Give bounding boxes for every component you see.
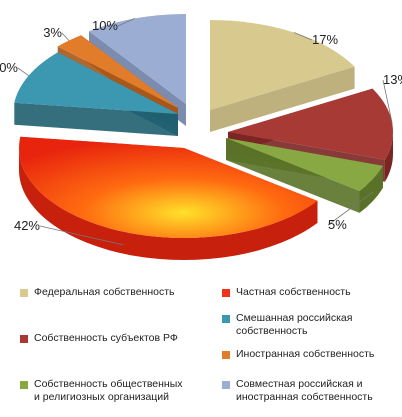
chart-legend: Федеральная собственность Собственность … — [0, 276, 402, 417]
pie-slice — [210, 20, 355, 132]
data-label: 13% — [383, 72, 402, 87]
pie-slice-face — [210, 66, 355, 132]
leader-line — [293, 32, 313, 41]
pie-slice-side — [19, 148, 318, 260]
legend-label: Совместная российская и иностранная собс… — [236, 378, 373, 403]
pie-slice-top — [14, 52, 179, 114]
pie-slice — [226, 138, 383, 213]
leader-line — [117, 18, 136, 27]
legend-swatch — [20, 289, 28, 297]
legend-item-mixed: Смешанная российская собственность — [222, 312, 352, 338]
legend-label: Федеральная собственность — [34, 286, 175, 298]
legend-label: Собственность общественных и религиозных… — [34, 378, 183, 403]
pie-slice-top — [226, 138, 383, 191]
legend-swatch — [222, 351, 230, 359]
leader-line — [39, 225, 124, 246]
pie-slice-top — [89, 14, 186, 104]
pie-slice-face — [226, 138, 360, 213]
legend-swatch — [222, 315, 230, 323]
pie-slice-side — [384, 132, 393, 182]
legend-item-federal: Федеральная собственность — [20, 286, 175, 299]
data-label: 42% — [14, 218, 40, 233]
pie-slice-top — [19, 136, 318, 238]
data-label: 3% — [43, 25, 62, 40]
data-label: 17% — [312, 32, 338, 47]
leader-line — [327, 191, 374, 226]
pie-slice-face — [14, 102, 179, 136]
legend-item-foreign: Иностранная собственность — [222, 348, 374, 361]
leader-line — [17, 67, 29, 77]
legend-swatch — [20, 335, 28, 343]
data-label: 5% — [328, 217, 347, 232]
legend-swatch — [222, 381, 230, 389]
legend-item-public-religious: Собственность общественных и религиозных… — [20, 378, 183, 404]
data-label: 10% — [92, 18, 118, 33]
legend-label: Смешанная российская собственность — [236, 312, 353, 337]
legend-label: Частная собственность — [236, 286, 351, 298]
data-label: 10% — [0, 60, 18, 75]
legend-item-private: Частная собственность — [222, 286, 351, 299]
leader-line — [382, 79, 393, 124]
pie-slice-top — [57, 35, 178, 108]
pie-slice — [19, 136, 318, 260]
legend-swatch — [20, 381, 28, 389]
pie-slice-top — [228, 88, 394, 160]
pie-slice-top — [210, 20, 355, 110]
legend-label: Иностранная собственность — [236, 348, 375, 360]
leader-line — [61, 32, 70, 41]
legend-label: Собственность субъектов РФ — [34, 332, 178, 344]
pie-chart: 17% 13% 5% 42% 10% 3% 10% — [0, 14, 402, 260]
legend-swatch — [222, 289, 230, 297]
legend-item-regional: Собственность субъектов РФ — [20, 332, 178, 345]
legend-item-joint: Совместная российская и иностранная собс… — [222, 378, 373, 404]
pie-slice — [14, 52, 179, 136]
